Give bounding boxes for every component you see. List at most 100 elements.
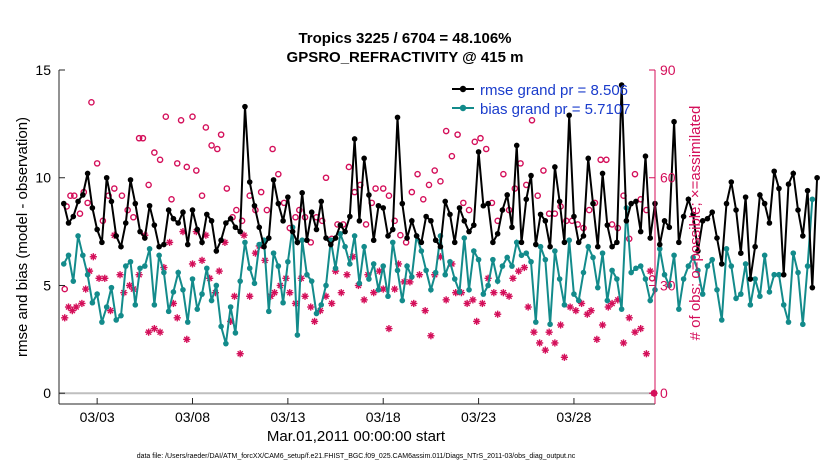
rmse-point xyxy=(814,174,820,181)
obs-assimilated-point xyxy=(631,328,639,336)
rmse-point xyxy=(761,200,768,207)
rmse-point xyxy=(60,200,67,207)
bias-point xyxy=(294,332,301,338)
bias-point xyxy=(518,252,525,259)
rmse-point xyxy=(385,233,391,239)
obs-assimilated-point xyxy=(556,321,565,329)
rmse-point xyxy=(265,235,272,241)
obs-assimilated-point xyxy=(505,292,513,300)
rmse-point xyxy=(299,190,305,196)
obs-possible-point xyxy=(540,167,547,174)
bias-point xyxy=(385,293,391,300)
rmse-point xyxy=(370,237,377,244)
rmse-point xyxy=(618,82,625,88)
rmse-point xyxy=(65,220,72,226)
obs-possible-point xyxy=(145,181,152,189)
chart-title-line2: GPSRO_REFRACTIVITY @ 415 m xyxy=(287,49,524,66)
rmse-point xyxy=(409,218,415,224)
bias-point xyxy=(742,261,749,267)
bias-point xyxy=(714,286,720,293)
obs-possible-point xyxy=(500,170,507,178)
obs-possible-point xyxy=(408,188,416,196)
obs-assimilated-point xyxy=(520,263,528,272)
bias-point xyxy=(456,289,463,295)
bias-point xyxy=(351,233,358,239)
rmse-point xyxy=(752,243,758,250)
bias-point xyxy=(585,243,592,250)
obs-assimilated-point xyxy=(560,353,569,361)
obs-assimilated-point xyxy=(637,324,645,333)
obs-possible-point xyxy=(177,116,185,124)
bias-point xyxy=(647,297,654,304)
bias-point xyxy=(766,289,773,295)
obs-assimilated-point xyxy=(541,346,549,354)
rmse-point xyxy=(518,239,525,246)
rmse-point xyxy=(499,207,506,213)
rmse-point xyxy=(680,213,687,220)
bias-point xyxy=(232,330,239,336)
bias-point xyxy=(246,265,253,272)
rmse-point xyxy=(275,200,282,207)
bias-point xyxy=(571,291,577,297)
rmse-point xyxy=(790,170,797,177)
bias-point xyxy=(65,252,72,259)
bias-point xyxy=(404,263,410,269)
bias-point xyxy=(347,261,353,267)
obs-possible-point xyxy=(318,217,326,225)
obs-assimilated-point xyxy=(173,314,181,322)
y-axis-left: 0 5 10 15 xyxy=(35,62,65,401)
obs-possible-point xyxy=(84,199,91,207)
bias-point xyxy=(146,246,153,252)
obs-possible-point xyxy=(76,210,84,217)
bias-point xyxy=(499,263,506,269)
rmse-point xyxy=(366,192,372,198)
rmse-point xyxy=(428,218,434,224)
bias-point xyxy=(633,265,639,272)
bias-point xyxy=(89,299,96,306)
obs-assimilated-point xyxy=(78,299,86,308)
rmse-point xyxy=(590,200,596,207)
obs-possible-point xyxy=(269,145,276,153)
bias-point xyxy=(251,280,258,287)
obs-assimilated-point xyxy=(473,317,481,325)
y-tick-left-label: 0 xyxy=(43,385,51,401)
chart-title-line1: Tropics 3225 / 6704 = 48.106% xyxy=(298,30,511,47)
rmse-point xyxy=(251,202,258,209)
obs-assimilated-point xyxy=(625,314,633,322)
rmse-point xyxy=(456,205,463,211)
obs-possible-point xyxy=(465,206,473,214)
bias-point xyxy=(718,317,725,323)
bias-point xyxy=(208,297,215,304)
obs-assimilated-point xyxy=(145,328,153,336)
rmse-point xyxy=(676,239,682,246)
rmse-point xyxy=(542,218,549,224)
obs-assimilated-point xyxy=(642,350,651,358)
x-tick-label: 03/08 xyxy=(175,409,210,425)
obs-possible-point xyxy=(419,195,427,203)
rmse-point xyxy=(742,194,749,200)
obs-possible-point xyxy=(585,206,593,214)
obs-possible-point xyxy=(603,156,610,164)
rmse-point xyxy=(132,200,139,207)
y-tick-left-label: 5 xyxy=(43,277,51,293)
bias-point xyxy=(389,239,396,246)
obs-possible-point xyxy=(135,134,143,142)
bias-point xyxy=(161,269,167,276)
obs-possible-point xyxy=(67,192,74,199)
obs-assimilated-point xyxy=(406,278,414,286)
rmse-point xyxy=(180,209,186,216)
bias-point xyxy=(299,237,305,244)
rmse-point xyxy=(165,207,172,213)
rmse-point xyxy=(404,235,410,241)
obs-assimilated-point xyxy=(116,271,124,279)
bias-point xyxy=(432,269,439,276)
rmse-point xyxy=(313,226,320,233)
obs-possible-point xyxy=(263,206,271,214)
obs-possible-point xyxy=(213,145,221,153)
x-tick-label: 03/03 xyxy=(80,409,115,425)
bias-point xyxy=(318,302,325,308)
bias-point xyxy=(533,319,539,325)
obs-assimilated-point xyxy=(61,314,69,322)
obs-possible-point xyxy=(460,199,467,207)
